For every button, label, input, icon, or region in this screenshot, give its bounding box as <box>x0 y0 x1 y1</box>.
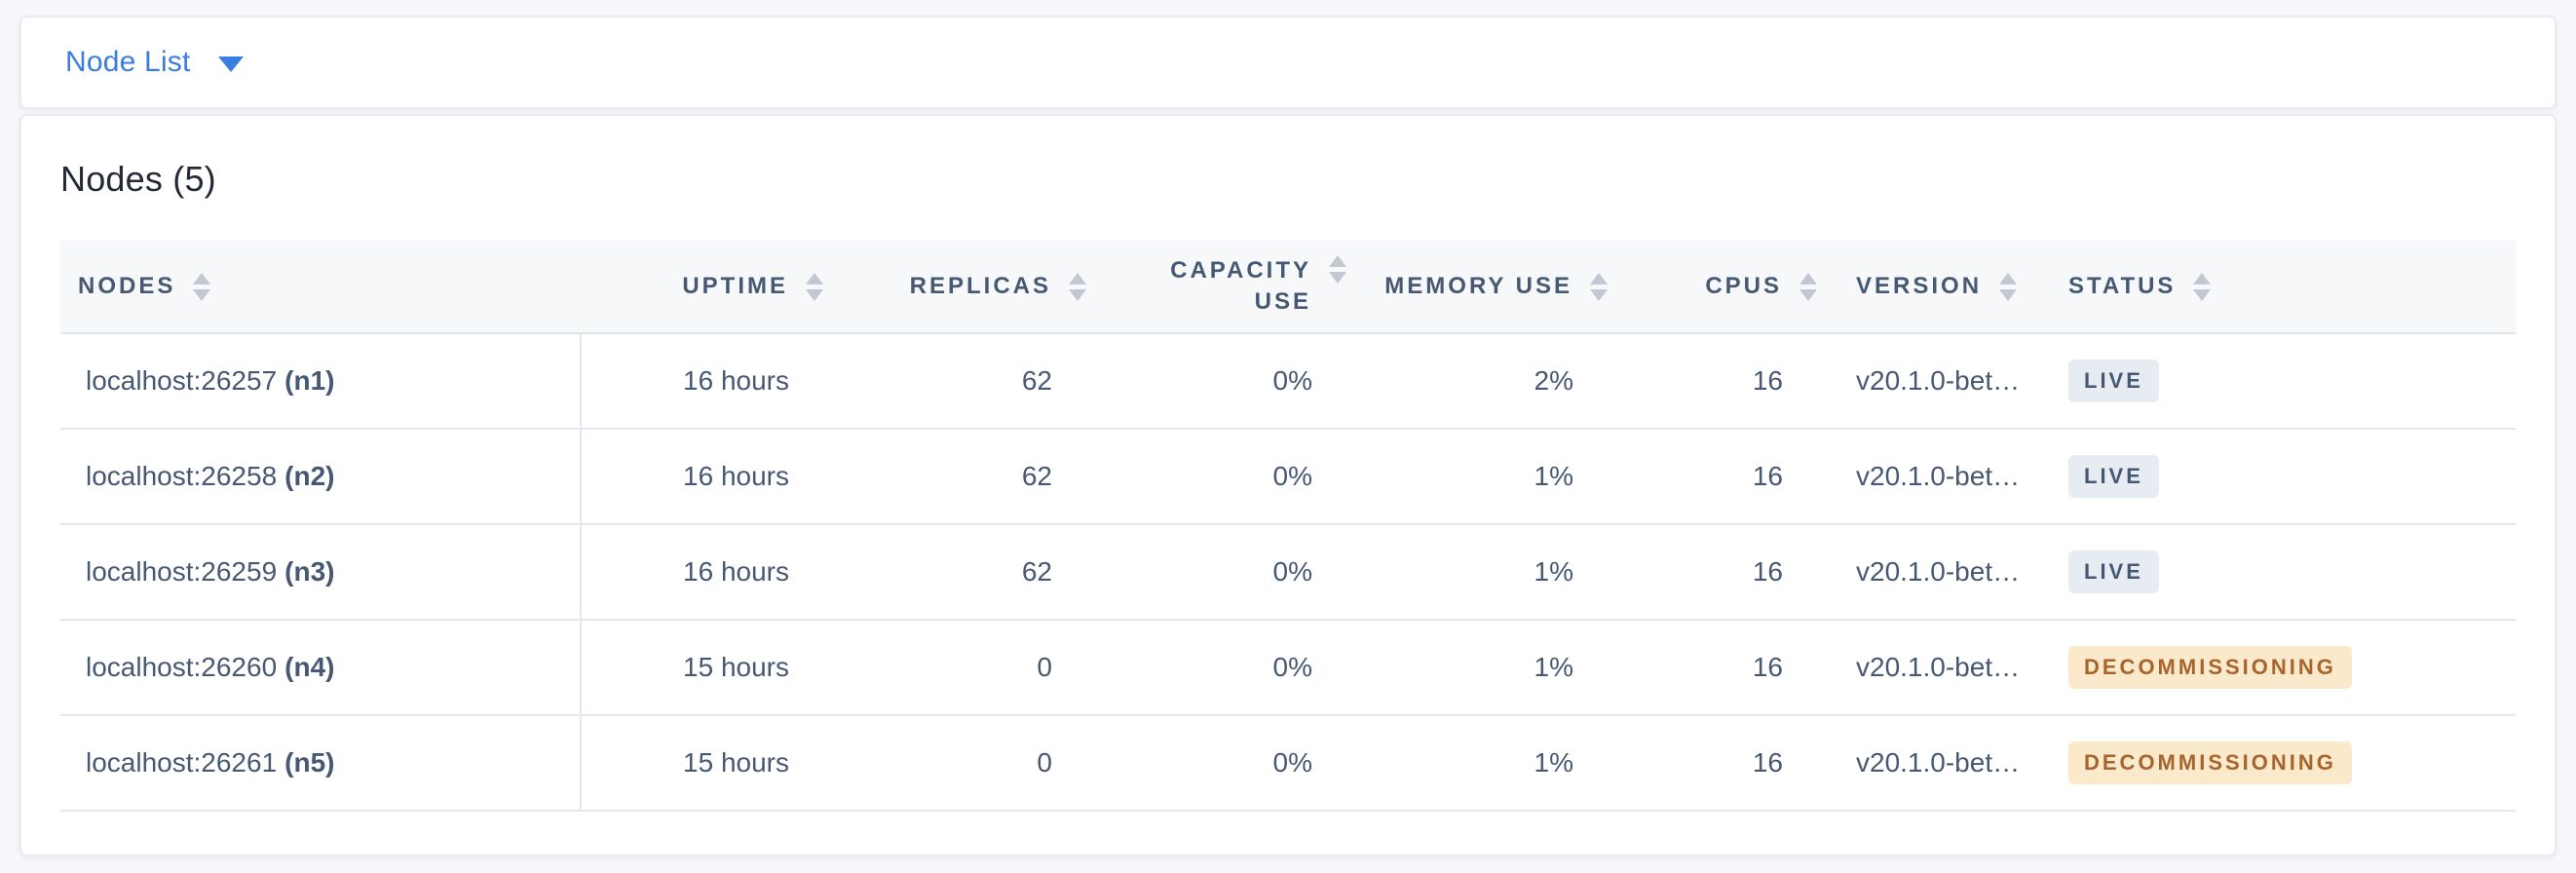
node-address-cell: localhost:26257 (n1) <box>60 334 582 428</box>
sort-icon <box>193 272 211 301</box>
sort-icon <box>1329 255 1346 284</box>
node-id: (n3) <box>284 556 335 587</box>
replicas-cell: 62 <box>1021 461 1052 491</box>
node-address: localhost:26258 <box>86 461 278 491</box>
memory-use-cell: 1% <box>1534 747 1573 778</box>
status-badge: DECOMMISSIONING <box>2068 740 2352 785</box>
replicas-cell: 62 <box>1021 365 1052 396</box>
node-address: localhost:26257 <box>86 365 278 396</box>
status-cell: LIVE <box>2056 525 2514 619</box>
node-address-cell: localhost:26260 (n4) <box>60 621 582 714</box>
uptime-cell: 16 hours <box>683 461 789 491</box>
cpus-cell: 16 <box>1752 365 1783 396</box>
capacity-use-cell: 0% <box>1272 652 1312 682</box>
view-selector-bar: Node List <box>19 16 2557 109</box>
uptime-cell: 15 hours <box>683 747 789 778</box>
table-row: localhost:26259 (n3) 16 hours 62 0% 1% 1… <box>60 525 2516 621</box>
table-row: localhost:26260 (n4) 15 hours 0 0% 1% 16… <box>60 621 2516 716</box>
uptime-cell: 16 hours <box>683 556 789 587</box>
cpus-cell: 16 <box>1752 747 1783 778</box>
table-row: localhost:26261 (n5) 15 hours 0 0% 1% 16… <box>60 716 2516 812</box>
node-address-link[interactable]: localhost:26259 (n3) <box>86 556 334 588</box>
memory-use-cell: 1% <box>1534 556 1573 587</box>
version-cell: v20.1.0-bet… <box>1856 461 2021 491</box>
status-cell: DECOMMISSIONING <box>2056 621 2514 714</box>
column-header-label: STATUS <box>2068 273 2177 299</box>
column-header-uptime[interactable]: UPTIME <box>582 241 838 332</box>
status-badge: LIVE <box>2068 454 2159 499</box>
memory-use-cell: 1% <box>1534 461 1573 491</box>
sort-icon <box>2193 272 2212 301</box>
replicas-cell: 62 <box>1021 556 1052 587</box>
sort-icon <box>1799 272 1817 301</box>
version-cell: v20.1.0-bet… <box>1856 747 2021 778</box>
column-header-label: CAPACITY USE <box>1170 257 1311 315</box>
memory-use-cell: 2% <box>1534 365 1573 396</box>
table-header-row: NODES UPTIME REPLICAS CAPACITY USE MEMOR… <box>60 241 2516 334</box>
node-address: localhost:26259 <box>86 556 278 587</box>
status-badge: LIVE <box>2068 359 2159 403</box>
capacity-use-cell: 0% <box>1272 365 1312 396</box>
nodes-card: Nodes (5) NODES UPTIME REPLICAS CAPACITY… <box>19 114 2557 856</box>
node-address-link[interactable]: localhost:26258 (n2) <box>86 461 334 492</box>
cpus-cell: 16 <box>1752 556 1783 587</box>
node-address-cell: localhost:26258 (n2) <box>60 430 582 523</box>
sort-icon <box>1999 272 2018 301</box>
sort-icon <box>1590 272 1608 301</box>
column-header-label: REPLICAS <box>909 273 1051 299</box>
capacity-use-cell: 0% <box>1272 747 1312 778</box>
table-row: localhost:26257 (n1) 16 hours 62 0% 2% 1… <box>60 334 2516 430</box>
node-id: (n4) <box>284 652 335 682</box>
replicas-cell: 0 <box>1037 747 1052 778</box>
page-title: Nodes (5) <box>60 159 216 199</box>
node-list-dropdown[interactable]: Node List <box>21 46 244 79</box>
column-header-label: CPUS <box>1705 273 1782 299</box>
capacity-use-cell: 0% <box>1272 556 1312 587</box>
column-header-memory-use[interactable]: MEMORY USE <box>1361 241 1622 332</box>
node-id: (n2) <box>284 461 335 491</box>
node-address-cell: localhost:26259 (n3) <box>60 525 582 619</box>
status-cell: LIVE <box>2056 334 2514 428</box>
column-header-label: VERSION <box>1856 273 1983 299</box>
version-cell: v20.1.0-bet… <box>1856 556 2021 587</box>
cpus-cell: 16 <box>1752 652 1783 682</box>
node-address: localhost:26260 <box>86 652 278 682</box>
cpus-cell: 16 <box>1752 461 1783 491</box>
column-header-label: MEMORY USE <box>1384 273 1572 299</box>
uptime-cell: 15 hours <box>683 652 789 682</box>
column-header-status[interactable]: STATUS <box>2056 241 2514 332</box>
table-row: localhost:26258 (n2) 16 hours 62 0% 1% 1… <box>60 430 2516 525</box>
column-header-version[interactable]: VERSION <box>1832 241 2056 332</box>
node-address-link[interactable]: localhost:26257 (n1) <box>86 365 334 397</box>
node-address: localhost:26261 <box>86 747 278 778</box>
version-cell: v20.1.0-bet… <box>1856 652 2021 682</box>
column-header-cpus[interactable]: CPUS <box>1622 241 1832 332</box>
node-address-link[interactable]: localhost:26260 (n4) <box>86 652 334 683</box>
status-badge: LIVE <box>2068 550 2159 594</box>
node-address-cell: localhost:26261 (n5) <box>60 716 582 810</box>
column-header-label: NODES <box>78 273 176 299</box>
capacity-use-cell: 0% <box>1272 461 1312 491</box>
status-cell: LIVE <box>2056 430 2514 523</box>
uptime-cell: 16 hours <box>683 365 789 396</box>
status-badge: DECOMMISSIONING <box>2068 645 2352 690</box>
version-cell: v20.1.0-bet… <box>1856 365 2021 396</box>
status-cell: DECOMMISSIONING <box>2056 716 2514 810</box>
node-address-link[interactable]: localhost:26261 (n5) <box>86 747 334 778</box>
replicas-cell: 0 <box>1037 652 1052 682</box>
sort-icon <box>806 272 823 301</box>
column-header-nodes[interactable]: NODES <box>60 241 582 332</box>
nodes-table: NODES UPTIME REPLICAS CAPACITY USE MEMOR… <box>60 241 2516 812</box>
column-header-replicas[interactable]: REPLICAS <box>838 241 1101 332</box>
caret-down-icon <box>217 57 244 72</box>
memory-use-cell: 1% <box>1534 652 1573 682</box>
node-id: (n5) <box>284 747 335 778</box>
column-header-label: UPTIME <box>682 273 788 299</box>
sort-icon <box>1069 272 1086 301</box>
node-id: (n1) <box>284 365 335 396</box>
node-list-dropdown-label: Node List <box>65 46 191 78</box>
column-header-capacity-use[interactable]: CAPACITY USE <box>1101 241 1361 332</box>
